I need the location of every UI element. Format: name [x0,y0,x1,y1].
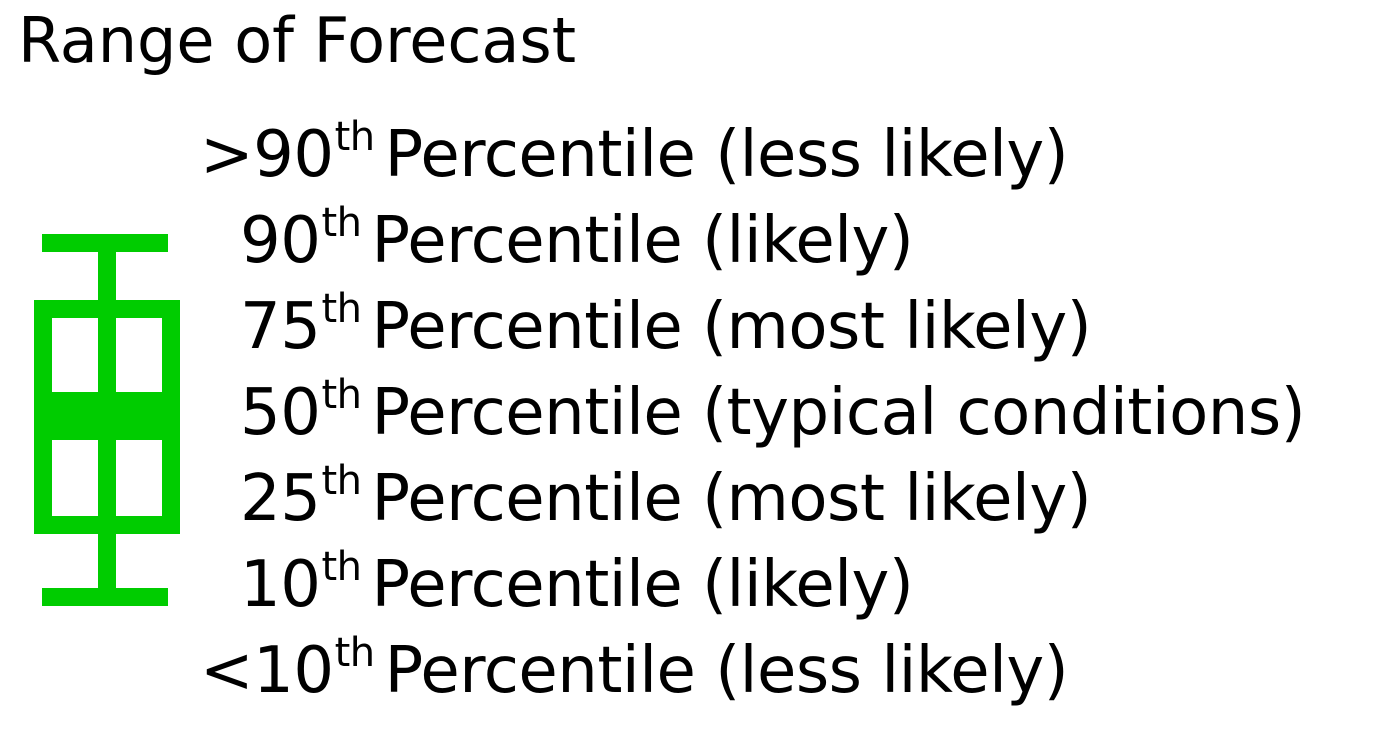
row-prefix: 90 [240,204,321,278]
row-sup: th [321,544,362,590]
row-label: Percentile (most likely) [371,462,1092,536]
row-25: 25th Percentile (most likely) [240,456,1092,542]
row-90: 90th Percentile (likely) [240,198,914,284]
row-below-10: <10th Percentile (less likely) [200,628,1069,714]
top-whisker-stem [98,252,116,300]
row-prefix: 75 [240,290,321,364]
legend-title: Range of Forecast [18,4,577,77]
row-prefix: <10 [200,634,334,708]
row-label: Percentile (typical conditions) [371,376,1306,450]
row-label: Percentile (likely) [371,548,914,622]
bottom-whisker-stem [98,534,116,588]
row-sup: th [334,630,376,676]
row-prefix: >90 [200,118,334,192]
row-prefix: 10 [240,548,321,622]
row-sup: th [321,458,362,504]
top-whisker-cap [42,234,168,252]
row-sup: th [321,372,362,418]
bottom-whisker-cap [42,588,168,606]
row-prefix: 50 [240,376,321,450]
row-label: Percentile (less likely) [384,634,1069,708]
row-10: 10th Percentile (likely) [240,542,914,628]
box-plot-icon [34,234,180,606]
median-band [34,392,180,440]
row-label: Percentile (likely) [371,204,914,278]
row-label: Percentile (most likely) [371,290,1092,364]
row-above-90: >90th Percentile (less likely) [200,112,1069,198]
row-prefix: 25 [240,462,321,536]
row-75: 75th Percentile (most likely) [240,284,1092,370]
row-sup: th [321,200,362,246]
row-sup: th [334,114,376,160]
row-50: 50th Percentile (typical conditions) [240,370,1306,456]
row-sup: th [321,286,362,332]
row-label: Percentile (less likely) [384,118,1069,192]
